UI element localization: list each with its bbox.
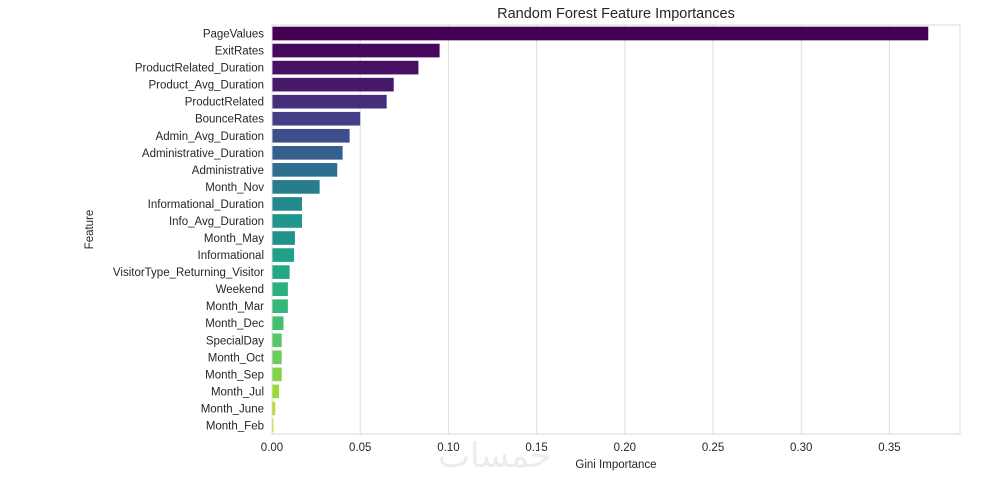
bar xyxy=(272,282,288,296)
y-tick-label: Month_Oct xyxy=(208,352,265,364)
bars xyxy=(272,26,929,433)
y-tick-label: Month_Dec xyxy=(205,318,264,330)
y-tick-label: Product_Avg_Duration xyxy=(149,80,265,92)
y-tick-label: Admin_Avg_Duration xyxy=(156,131,264,143)
bar xyxy=(272,145,343,160)
bar xyxy=(272,248,295,262)
bar xyxy=(272,26,929,41)
x-tick-label: 0.10 xyxy=(437,442,459,454)
y-tick-label: Month_May xyxy=(204,233,264,245)
bar xyxy=(272,316,284,331)
y-tick-label: ProductRelated xyxy=(185,97,264,109)
bar xyxy=(272,418,274,433)
y-tick-label: Informational xyxy=(198,250,264,262)
y-tick-label: Month_Jul xyxy=(211,386,264,398)
x-tick-label: 0.25 xyxy=(702,442,724,454)
x-tick-labels: 0.00 0.05 0.10 0.15 0.20 0.25 0.30 0.35 xyxy=(261,442,901,454)
bar xyxy=(272,384,280,399)
bar xyxy=(272,350,282,365)
chart-title: Random Forest Feature Importances xyxy=(497,6,735,22)
y-axis-title: Feature xyxy=(84,210,96,250)
y-tick-label: Info_Avg_Duration xyxy=(169,216,264,228)
y-tick-label: ExitRates xyxy=(215,46,264,58)
y-tick-label: Weekend xyxy=(216,284,264,296)
grid-lines xyxy=(271,25,890,434)
bar xyxy=(272,43,440,58)
y-tick-label: VisitorType_Returning_Visitor xyxy=(113,267,264,279)
x-tick-label: 0.35 xyxy=(878,442,900,454)
y-tick-label: Month_June xyxy=(201,403,264,415)
y-tick-label: Month_Mar xyxy=(206,301,264,313)
y-tick-label: PageValues xyxy=(203,29,264,41)
y-tick-label: Informational_Duration xyxy=(148,199,264,211)
bar xyxy=(272,94,387,109)
y-tick-label: ProductRelated_Duration xyxy=(135,63,264,75)
y-tick-label: Month_Feb xyxy=(206,420,264,432)
y-tick-label: Month_Sep xyxy=(205,369,264,381)
bar xyxy=(272,197,302,211)
bar xyxy=(272,299,288,314)
y-tick-label: BounceRates xyxy=(195,114,264,126)
x-tick-label: 0.30 xyxy=(790,442,812,454)
y-tick-labels: PageValues ExitRates ProductRelated_Durati… xyxy=(113,29,265,433)
y-tick-label: SpecialDay xyxy=(206,335,264,347)
x-tick-label: 0.15 xyxy=(525,442,547,454)
x-axis-title: Gini Importance xyxy=(575,459,656,471)
y-tick-label: Month_Nov xyxy=(205,182,264,194)
y-tick-label: Administrative xyxy=(192,165,264,177)
plot-frame xyxy=(271,24,961,435)
bar xyxy=(272,111,361,126)
bar xyxy=(272,163,338,177)
bar xyxy=(272,128,350,143)
bar xyxy=(272,231,295,245)
y-tick-label: Administrative_Duration xyxy=(142,148,264,160)
bar xyxy=(272,401,276,416)
x-tick-label: 0.20 xyxy=(614,442,636,454)
bar xyxy=(272,77,394,92)
x-tick-label: 0.00 xyxy=(261,442,283,454)
bar xyxy=(272,214,302,228)
bar xyxy=(272,367,282,382)
bar xyxy=(272,333,282,348)
bar xyxy=(272,180,320,194)
bar xyxy=(272,60,419,75)
bar xyxy=(272,265,290,279)
x-tick-label: 0.05 xyxy=(349,442,371,454)
